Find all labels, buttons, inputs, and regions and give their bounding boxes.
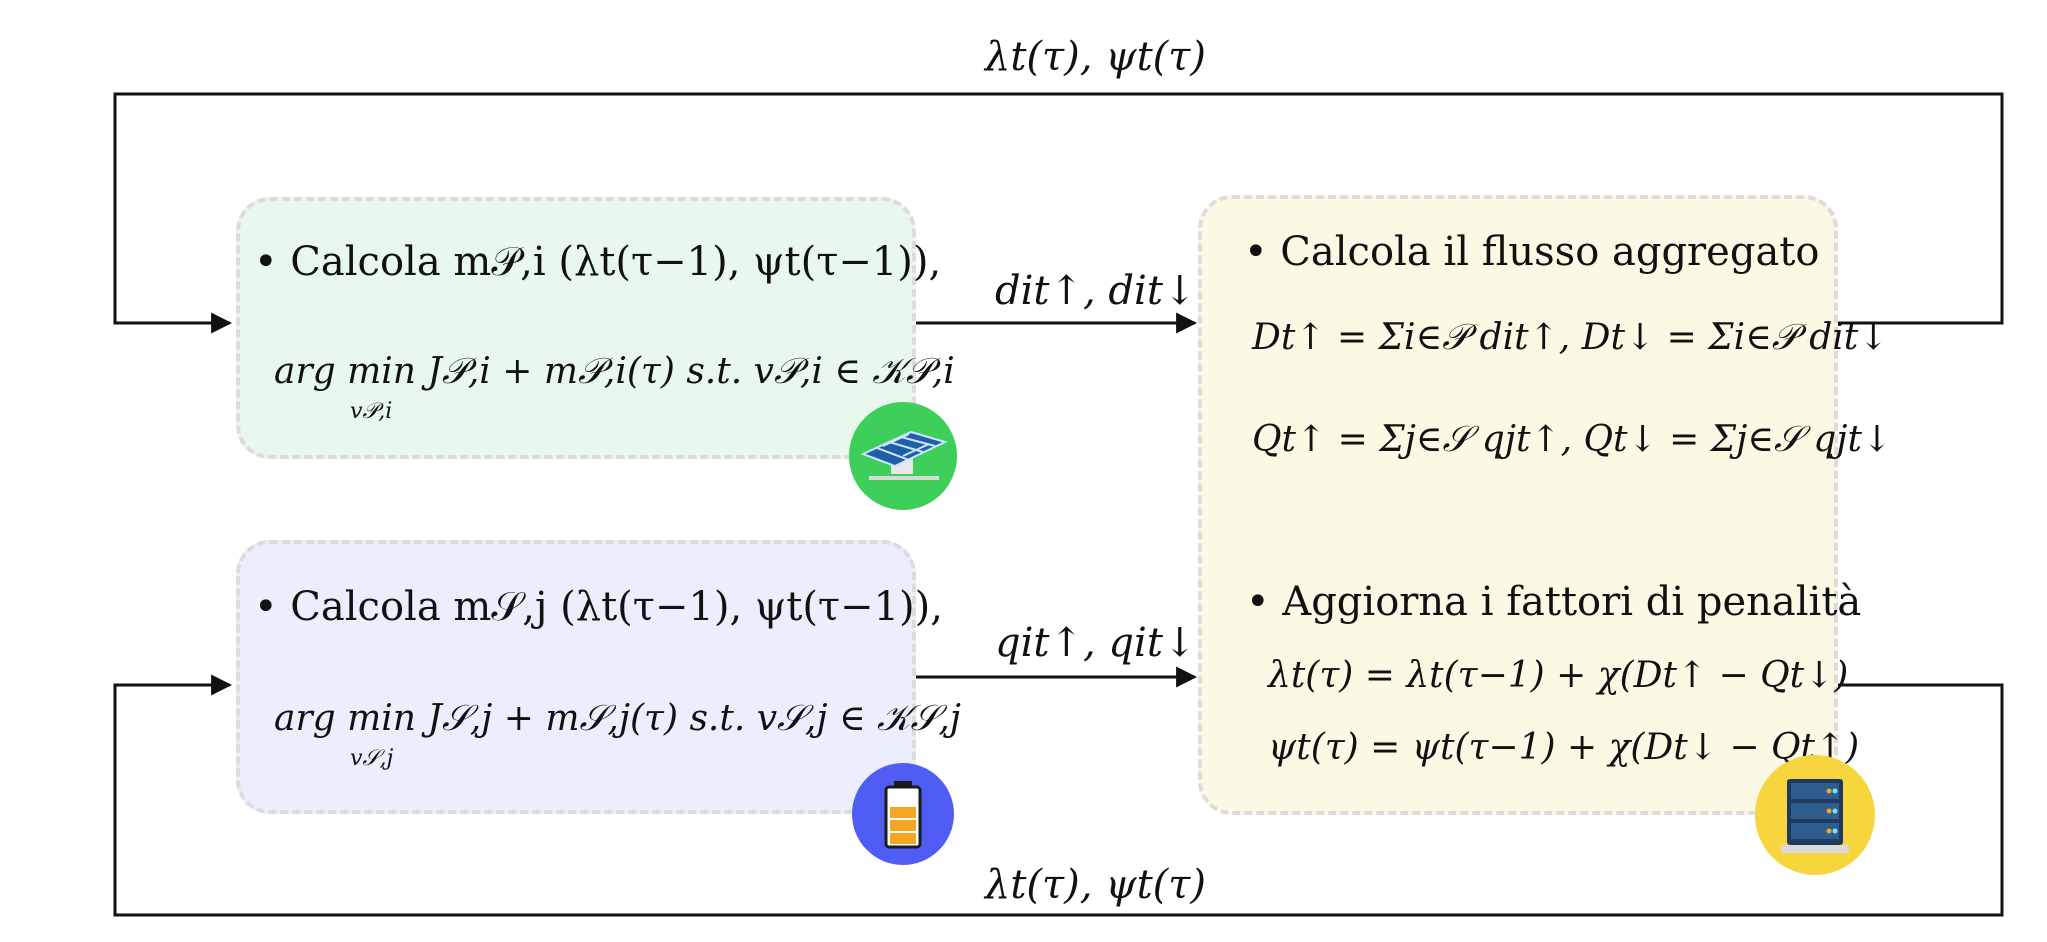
psi-update-equation: ψt(τ) = ψt(τ−1) + χ(Dt↓ − Qt↑) [1268,727,1860,768]
aggregate-flow-heading: • Calcola il flusso aggregato [1244,229,1820,275]
producer-argmin-subscript: v𝒫,i [350,399,393,424]
aggregate-Q-equation: Qt↑ = Σj∈𝒮 qjt↑, Qt↓ = Σj∈𝒮 qjt↓ [1252,419,1893,460]
bottom-feedback-arrow [113,674,2004,917]
storage-block: • Calcola m𝒮,j (λt(τ−1), ψt(τ−1)), arg m… [236,540,961,814]
producer-output-label: dit↑, dit↓ [995,268,1197,314]
storage-argmin-subscript: v𝒮,j [350,746,394,771]
solar-badge [849,402,957,510]
solar-panel-icon [860,430,948,480]
bottom-feedback-label: λt(τ), ψt(τ) [985,862,1206,908]
lambda-update-equation: λt(τ) = λt(τ−1) + χ(Dt↑ − Qt↓) [1268,655,1849,696]
producer-compute-line: • Calcola m𝒫,i (λt(τ−1), ψt(τ−1)), [254,239,942,285]
battery-icon [884,781,922,849]
producer-argmin-line: arg min J𝒫,i + m𝒫,i(τ) s.t. v𝒫,i ∈ 𝒦𝒫,i [274,351,955,392]
aggregator-block: • Calcola il flusso aggregato Dt↑ = Σi∈𝒫… [1198,195,1892,815]
storage-output-label: qit↑, qit↓ [995,620,1197,666]
top-feedback-arrow [113,92,2004,334]
server-badge [1755,755,1875,875]
penalty-update-heading: • Aggiorna i fattori di penalità [1246,579,1862,625]
aggregate-D-equation: Dt↑ = Σi∈𝒫 dit↑, Dt↓ = Σi∈𝒫 dit↓ [1252,317,1889,358]
server-icon [1781,779,1849,853]
producer-block: • Calcola m𝒫,i (λt(τ−1), ψt(τ−1)), arg m… [236,197,955,459]
battery-badge [852,763,954,865]
storage-compute-line: • Calcola m𝒮,j (λt(τ−1), ψt(τ−1)), [254,584,943,630]
storage-argmin-line: arg min J𝒮,j + m𝒮,j(τ) s.t. v𝒮,j ∈ 𝒦𝒮,j [274,698,961,739]
top-feedback-label: λt(τ), ψt(τ) [985,34,1206,80]
